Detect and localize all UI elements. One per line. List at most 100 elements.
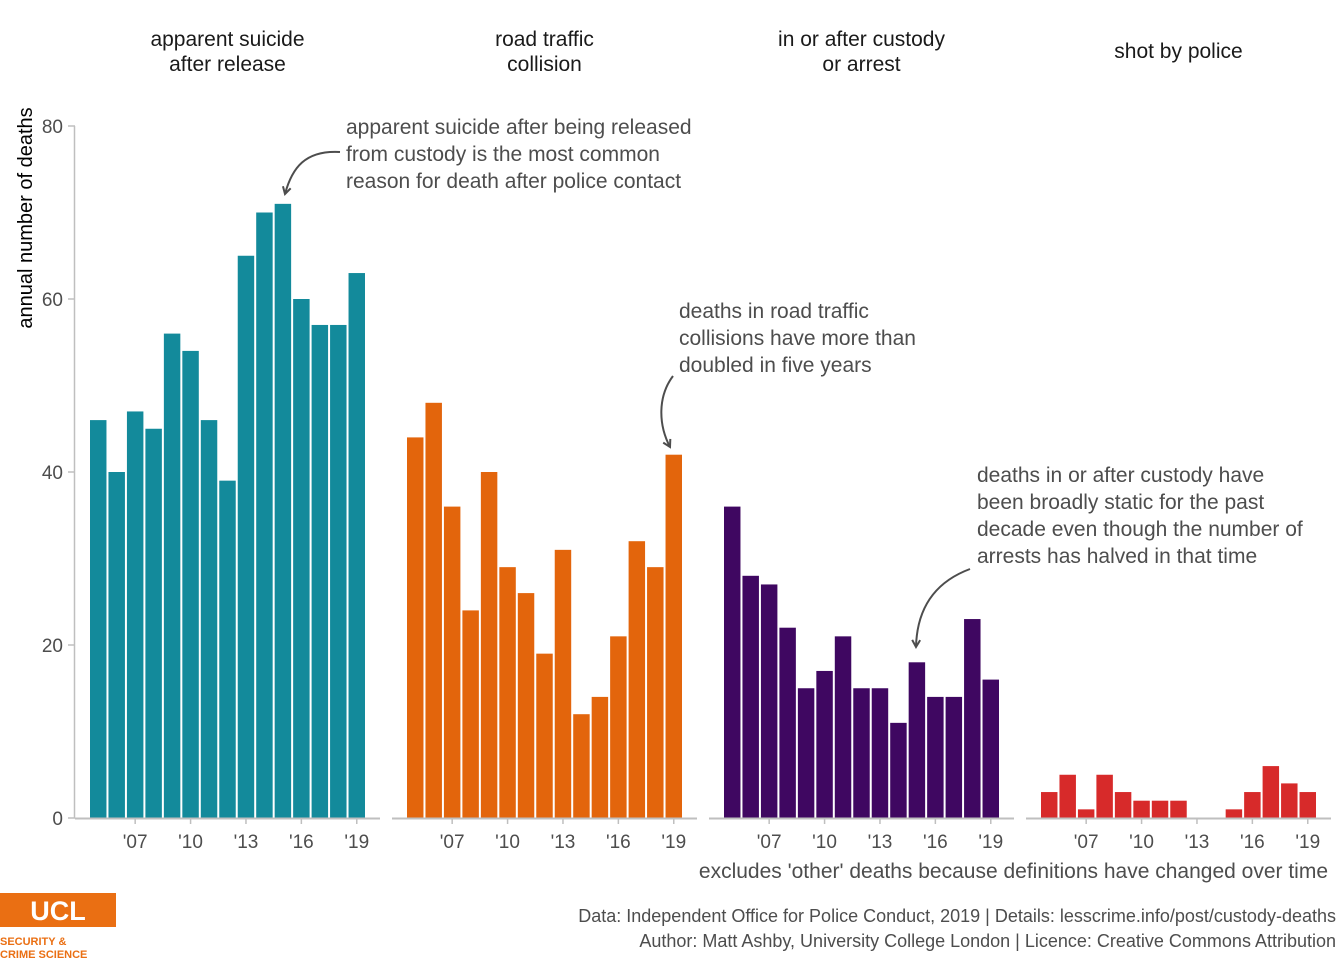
bar-2014 bbox=[890, 722, 907, 818]
logo-line-1: SECURITY & bbox=[0, 936, 66, 948]
bar-2018 bbox=[964, 619, 981, 818]
y-axis-label: annual number of deaths bbox=[15, 107, 37, 328]
x-tick-label: '07 bbox=[123, 832, 148, 853]
annotation-text: deaths in or after custody have bbox=[977, 464, 1264, 487]
bar-2016 bbox=[927, 696, 944, 818]
bar-2015 bbox=[274, 203, 292, 819]
bar-2008 bbox=[145, 428, 162, 818]
ucl-logo-mark: UCL bbox=[30, 896, 86, 926]
bar-2005 bbox=[90, 420, 107, 818]
x-tick-label: '19 bbox=[978, 832, 1003, 853]
annotation-text: from custody is the most common bbox=[346, 143, 660, 166]
bar-2015 bbox=[591, 696, 609, 818]
annotation-text: apparent suicide after being released bbox=[346, 116, 692, 139]
bar-2009 bbox=[480, 472, 498, 818]
bar-2018 bbox=[647, 567, 664, 818]
x-tick-label: '16 bbox=[923, 832, 948, 853]
x-tick-label: '13 bbox=[551, 832, 576, 853]
facet-4: shot by police '07 '10 '13 '16 '19 bbox=[1026, 40, 1331, 853]
bar-2010 bbox=[182, 350, 199, 818]
annotation-text: collisions have more than bbox=[679, 327, 916, 350]
annotation-arrow bbox=[660, 375, 674, 447]
y-tick-label: 60 bbox=[42, 290, 63, 311]
facet-title: road traffic bbox=[495, 28, 594, 51]
annotation-arrow bbox=[285, 150, 341, 194]
x-tick-label: '07 bbox=[440, 832, 465, 853]
facet-title: shot by police bbox=[1114, 40, 1242, 63]
bar-2012 bbox=[1170, 800, 1187, 818]
bar-2012 bbox=[536, 653, 553, 818]
bar-2007 bbox=[760, 584, 778, 818]
bar-2014 bbox=[573, 714, 590, 818]
bar-2011 bbox=[200, 420, 218, 818]
ucl-logo-block bbox=[0, 893, 116, 927]
x-tick-label: '13 bbox=[1185, 832, 1210, 853]
bar-2017 bbox=[1262, 766, 1280, 818]
bar-2009 bbox=[163, 333, 181, 818]
bar-2014 bbox=[256, 212, 273, 818]
annotation-2: deaths in road traffic collisions have mo… bbox=[660, 300, 916, 447]
x-tick-label: '07 bbox=[1074, 832, 1099, 853]
bar-2016 bbox=[293, 299, 310, 818]
bar-2008 bbox=[1096, 774, 1113, 818]
y-tick-label: 80 bbox=[42, 117, 63, 138]
bar-2013 bbox=[237, 255, 255, 818]
bar-2015 bbox=[908, 662, 926, 818]
chart-caption: excludes 'other' deaths because definiti… bbox=[699, 860, 1328, 883]
annotation-text: decade even though the number of bbox=[977, 518, 1303, 541]
x-tick-label: '19 bbox=[344, 832, 369, 853]
bar-2017 bbox=[311, 324, 329, 818]
bar-2005 bbox=[407, 437, 424, 818]
annotation-1: apparent suicide after being released fro… bbox=[285, 116, 692, 194]
x-tick-label: '16 bbox=[606, 832, 631, 853]
x-tick-label: '10 bbox=[495, 832, 520, 853]
bar-2012 bbox=[219, 480, 236, 818]
bar-2009 bbox=[797, 688, 815, 818]
y-tick-label: 0 bbox=[52, 809, 63, 830]
x-tick-label: '07 bbox=[757, 832, 782, 853]
annotation-text: deaths in road traffic bbox=[679, 300, 869, 323]
x-tick-label: '13 bbox=[234, 832, 259, 853]
facet-title: after release bbox=[169, 53, 286, 76]
y-axis: 0 20 40 60 80 bbox=[42, 117, 76, 830]
bar-2007 bbox=[126, 411, 144, 818]
bar-2017 bbox=[945, 696, 963, 818]
bar-2016 bbox=[1244, 792, 1261, 818]
facet-title: in or after custody bbox=[778, 28, 945, 51]
bar-2019 bbox=[348, 273, 365, 818]
x-tick-label: '16 bbox=[289, 832, 314, 853]
x-tick-label: '19 bbox=[661, 832, 686, 853]
facet-title: collision bbox=[507, 53, 582, 76]
bar-2013 bbox=[871, 688, 889, 818]
y-tick-label: 20 bbox=[42, 636, 63, 657]
footer-author: Author: Matt Ashby, University College L… bbox=[639, 931, 1336, 951]
annotation-text: been broadly static for the past bbox=[977, 491, 1264, 514]
bar-2011 bbox=[834, 636, 852, 818]
annotation-arrow bbox=[916, 568, 971, 647]
bar-2009 bbox=[1114, 792, 1132, 818]
bar-2006 bbox=[742, 575, 759, 818]
annotations: apparent suicide after being released fro… bbox=[285, 116, 1303, 647]
bar-2011 bbox=[1151, 800, 1169, 818]
bar-2007 bbox=[443, 506, 461, 818]
facet-title: apparent suicide bbox=[150, 28, 304, 51]
x-tick-label: '19 bbox=[1295, 832, 1320, 853]
bar-2010 bbox=[1133, 800, 1150, 818]
bar-2016 bbox=[610, 636, 627, 818]
annotation-text: reason for death after police contact bbox=[346, 170, 681, 193]
bar-2017 bbox=[628, 541, 646, 818]
bar-2018 bbox=[1281, 783, 1298, 818]
bar-2011 bbox=[517, 593, 535, 818]
annotation-text: doubled in five years bbox=[679, 354, 872, 377]
bar-2018 bbox=[330, 324, 347, 818]
bar-2019 bbox=[982, 679, 999, 818]
ucl-logo: UCL SECURITY & CRIME SCIENCE bbox=[0, 893, 116, 960]
x-tick-label: '16 bbox=[1240, 832, 1265, 853]
bar-2010 bbox=[499, 567, 516, 818]
facet-title: or arrest bbox=[822, 53, 900, 76]
bar-2012 bbox=[853, 688, 870, 818]
